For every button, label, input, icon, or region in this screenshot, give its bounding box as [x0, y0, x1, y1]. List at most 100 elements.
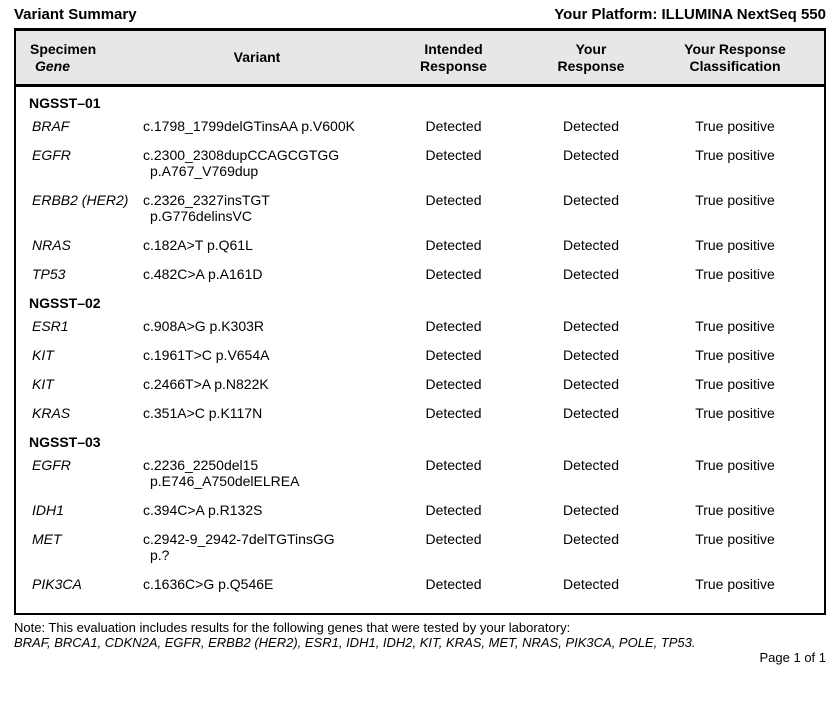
intended-response-cell: Detected	[425, 376, 482, 392]
table-row: KIT c.2466T>A p.N822K Detected Detected True…	[16, 376, 824, 392]
intended-response-cell: Detected	[425, 118, 482, 134]
specimen-label: NGSST–01	[29, 95, 101, 111]
intended-response-cell: Detected	[425, 237, 482, 253]
your-response-cell: Detected	[562, 502, 620, 518]
table-header-row: Specimen Gene Variant Intended Response …	[16, 31, 824, 87]
column-header-specimen-gene: Specimen Gene	[16, 41, 143, 75]
your-response-cell: Detected	[562, 147, 620, 163]
your-response-cell: Detected	[562, 237, 620, 253]
gene-cell: ESR1	[32, 318, 69, 334]
variant-cell: c.1798_1799delGTinsAA p.V600K	[143, 118, 355, 134]
gene-cell: BRAF	[32, 118, 70, 134]
your-response-cell: Detected	[562, 376, 620, 392]
page-title: Variant Summary	[14, 6, 137, 23]
specimen-label: NGSST–03	[29, 434, 101, 450]
column-header-gene: Gene	[35, 57, 71, 74]
table-body: NGSST–01 BRAF c.1798_1799delGTinsAA p.V600…	[16, 87, 824, 613]
footer-note: Note: This evaluation includes results f…	[14, 620, 571, 635]
gene-cell: IDH1	[32, 502, 64, 518]
classification-cell: True positive	[695, 266, 775, 282]
intended-response-cell: Detected	[425, 192, 482, 208]
table-row: TP53 c.482C>A p.A161D Detected Detected True…	[16, 266, 824, 282]
classification-cell: True positive	[695, 531, 775, 547]
column-header-intended-response: Intended Response	[420, 40, 487, 74]
intended-response-cell: Detected	[425, 405, 482, 421]
specimen-group: NGSST–03 EGFR c.2236_2250del15 p.E746_A750d…	[16, 434, 824, 592]
your-response-cell: Detected	[562, 266, 620, 282]
gene-cell: PIK3CA	[32, 576, 82, 592]
classification-cell: True positive	[695, 347, 775, 363]
intended-response-cell: Detected	[425, 502, 482, 518]
your-response-cell: Detected	[562, 318, 620, 334]
page-header: Variant Summary Your Platform: ILLUMINA …	[14, 6, 826, 23]
variant-cell: c.482C>A p.A161D	[143, 266, 263, 282]
classification-cell: True positive	[695, 457, 775, 473]
variant-cell: c.2326_2327insTGT p.G776delinsVC	[143, 192, 270, 224]
variant-summary-table: Specimen Gene Variant Intended Response …	[14, 28, 826, 615]
gene-cell: KIT	[32, 347, 54, 363]
table-row: KRAS c.351A>C p.K117N Detected Detected True…	[16, 405, 824, 421]
your-response-cell: Detected	[562, 531, 620, 547]
intended-response-cell: Detected	[425, 266, 482, 282]
intended-response-cell: Detected	[425, 457, 482, 473]
specimen-group: NGSST–02 ESR1 c.908A>G p.K303R Detected Dete…	[16, 295, 824, 421]
classification-cell: True positive	[695, 405, 775, 421]
column-header-response-classification: Your Response Classification	[684, 40, 786, 74]
table-row: NRAS c.182A>T p.Q61L Detected Detected True …	[16, 237, 824, 253]
classification-cell: True positive	[695, 576, 775, 592]
classification-cell: True positive	[695, 118, 775, 134]
classification-cell: True positive	[695, 502, 775, 518]
your-response-cell: Detected	[562, 118, 620, 134]
column-header-specimen: Specimen	[30, 40, 97, 57]
variant-cell: c.2942-9_2942-7delTGTinsGG p.?	[143, 531, 335, 563]
your-response-cell: Detected	[562, 347, 620, 363]
gene-cell: TP53	[32, 266, 66, 282]
gene-cell: EGFR	[32, 147, 71, 163]
table-row: EGFR c.2236_2250del15 p.E746_A750delELREA D…	[16, 457, 824, 489]
gene-cell: ERBB2 (HER2)	[32, 192, 129, 208]
variant-cell: c.908A>G p.K303R	[143, 318, 265, 334]
intended-response-cell: Detected	[425, 347, 482, 363]
intended-response-cell: Detected	[425, 318, 482, 334]
gene-cell: KIT	[32, 376, 54, 392]
your-response-cell: Detected	[562, 576, 620, 592]
intended-response-cell: Detected	[425, 576, 482, 592]
gene-cell: NRAS	[32, 237, 71, 253]
page-footer: Note: This evaluation includes results f…	[14, 620, 826, 665]
variant-cell: c.1961T>C p.V654A	[143, 347, 270, 363]
page-number: Page 1 of 1	[759, 650, 827, 665]
variant-cell: c.1636C>G p.Q546E	[143, 576, 274, 592]
your-response-cell: Detected	[562, 405, 620, 421]
variant-cell: c.351A>C p.K117N	[143, 405, 263, 421]
table-row: ERBB2 (HER2) c.2326_2327insTGT p.G776delin…	[16, 192, 824, 224]
intended-response-cell: Detected	[425, 531, 482, 547]
classification-cell: True positive	[695, 237, 775, 253]
table-row: PIK3CA c.1636C>G p.Q546E Detected Detected T…	[16, 576, 824, 592]
specimen-group: NGSST–01 BRAF c.1798_1799delGTinsAA p.V600…	[16, 95, 824, 282]
intended-response-cell: Detected	[425, 147, 482, 163]
gene-cell: MET	[32, 531, 62, 547]
variant-cell: c.182A>T p.Q61L	[143, 237, 253, 253]
gene-cell: KRAS	[32, 405, 71, 421]
platform-label: Your Platform: ILLUMINA NextSeq 550	[554, 6, 826, 23]
classification-cell: True positive	[695, 147, 775, 163]
table-row: ESR1 c.908A>G p.K303R Detected Detected True…	[16, 318, 824, 334]
column-header-your-response: Your Response	[557, 40, 625, 74]
your-response-cell: Detected	[562, 457, 620, 473]
table-row: EGFR c.2300_2308dupCCAGCGTGG p.A767_V769du…	[16, 147, 824, 179]
column-header-variant: Variant	[233, 49, 281, 65]
variant-cell: c.394C>A p.R132S	[143, 502, 263, 518]
variant-cell: c.2236_2250del15 p.E746_A750delELREA	[143, 457, 300, 489]
classification-cell: True positive	[695, 376, 775, 392]
classification-cell: True positive	[695, 318, 775, 334]
table-row: BRAF c.1798_1799delGTinsAA p.V600K Detecte…	[16, 118, 824, 134]
your-response-cell: Detected	[562, 192, 620, 208]
table-row: IDH1 c.394C>A p.R132S Detected Detected True…	[16, 502, 824, 518]
gene-cell: EGFR	[32, 457, 71, 473]
variant-cell: c.2466T>A p.N822K	[143, 376, 269, 392]
specimen-label: NGSST–02	[29, 295, 101, 311]
table-row: KIT c.1961T>C p.V654A Detected Detected True…	[16, 347, 824, 363]
table-row: MET c.2942-9_2942-7delTGTinsGG p.? Detected…	[16, 531, 824, 563]
variant-cell: c.2300_2308dupCCAGCGTGG p.A767_V769dup	[143, 147, 340, 179]
classification-cell: True positive	[695, 192, 775, 208]
